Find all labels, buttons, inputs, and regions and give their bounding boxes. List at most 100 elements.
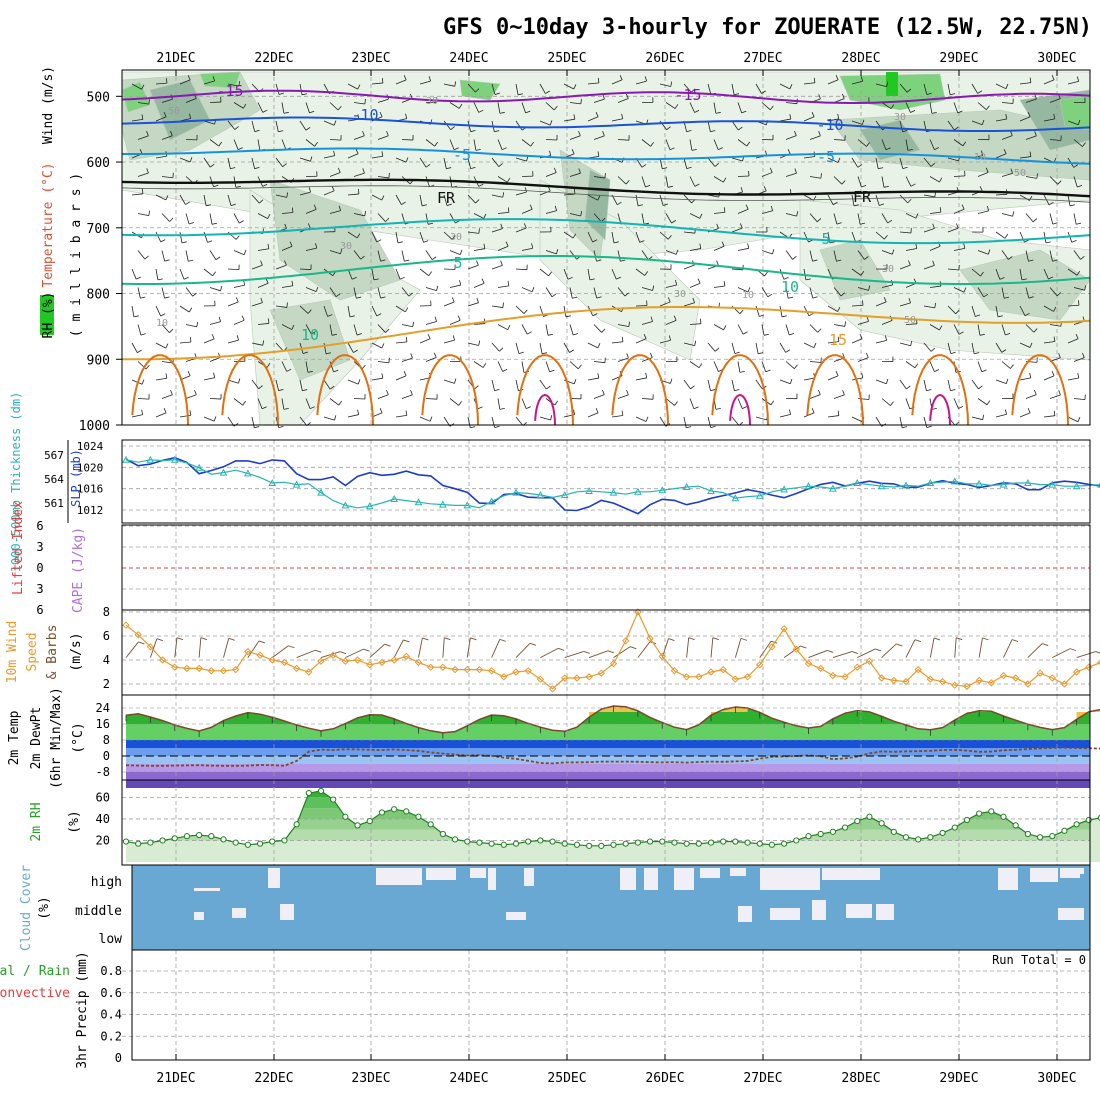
wind-speed-point [353, 656, 362, 664]
wind-barb [641, 398, 653, 400]
wind-barb [977, 287, 985, 298]
ylabel-rh: RH (%) [41, 292, 56, 339]
wind-barb [667, 297, 671, 303]
wind-barb-10m [540, 647, 559, 658]
wind-barb [978, 385, 983, 390]
thickness-point [829, 484, 837, 492]
wind-barb [759, 314, 765, 317]
date-label-bottom: 24DEC [449, 1071, 488, 1086]
temp-contour-label: -10 [351, 106, 378, 124]
temp-tick-label: 0 [103, 749, 110, 763]
rh-point [586, 842, 593, 849]
wind-barb [1001, 213, 1013, 217]
wind-barb [179, 341, 191, 344]
wind-barb [161, 213, 170, 222]
wind-barb [995, 268, 1001, 280]
wind-barb [563, 268, 569, 280]
wind-speed-point [1036, 669, 1044, 677]
wind-barb [259, 199, 264, 204]
wind-barb [261, 406, 267, 410]
wind-barb [875, 231, 885, 240]
wind-barb [841, 180, 846, 185]
cloud-cell [846, 904, 872, 918]
wind-barb [803, 116, 815, 122]
wind-barb [885, 147, 891, 151]
wind-speed-point [292, 664, 301, 673]
wind-barb [305, 247, 317, 251]
wind-barb [254, 129, 260, 133]
thickness-point [1048, 480, 1057, 488]
wind-barb [525, 110, 531, 114]
wind-barb [659, 231, 669, 240]
wind-barb-10m [956, 637, 963, 641]
wind-barb [401, 324, 413, 328]
wind-barb [779, 342, 786, 353]
wind-barb [947, 268, 959, 271]
wind-barb [770, 205, 774, 211]
wind-barb [953, 248, 965, 251]
wind-barb [593, 324, 602, 333]
wind-barb [347, 83, 358, 90]
wind-speed-point [658, 652, 666, 661]
thickness-point [341, 501, 350, 509]
wind-speed-point [548, 685, 557, 693]
ylabel-millibars: ( m i l l i b a r s ) [69, 173, 84, 337]
thickness-point [195, 463, 203, 471]
wind-barb [982, 414, 985, 420]
wind-barb [616, 276, 621, 280]
wind-barb-10m [982, 637, 989, 641]
wind-barb [371, 377, 383, 381]
wind-barb [467, 264, 479, 270]
wind-barb [785, 349, 791, 353]
wind-barb [875, 157, 879, 169]
thickness-point [365, 502, 374, 510]
wind-barb [329, 398, 340, 406]
wind-barb [141, 84, 145, 90]
wind-barb [792, 255, 797, 260]
wind-barb [515, 157, 527, 162]
wind-barb [467, 194, 476, 204]
wind-barb [203, 231, 208, 243]
wind-barb [1043, 305, 1054, 312]
ylabel-10m-wind: 10m Wind [5, 621, 20, 684]
wind-barb [905, 323, 918, 325]
wind-barb [926, 389, 932, 392]
wind-barb [761, 287, 769, 298]
wind-barb [227, 379, 239, 384]
wind-barb [673, 315, 677, 321]
wind-barb [203, 268, 213, 277]
lifted-index-tick-label: 6 [36, 519, 43, 533]
wind-barb [137, 287, 141, 299]
ylabel-wind-unit: (m/s) [69, 632, 84, 671]
wind-barb [371, 268, 375, 280]
wind-barb [542, 352, 548, 355]
wind-barb [710, 130, 716, 133]
wind-barb [467, 231, 479, 234]
wind-barb [857, 176, 862, 188]
wind-barb [1010, 168, 1013, 174]
wind-barb [499, 407, 505, 410]
wind-barb [979, 333, 985, 336]
wind-barb [449, 398, 459, 406]
wind-barb [644, 76, 648, 82]
wind-barb-10m [393, 639, 404, 658]
wind-barb [1082, 352, 1085, 358]
wind-barb [803, 342, 815, 349]
wind-barb [1077, 373, 1080, 379]
wind-barb [1029, 77, 1032, 83]
wind-barb [281, 102, 285, 114]
wind-barb [395, 414, 407, 418]
wind-barb [907, 198, 912, 204]
wind-barb [866, 316, 869, 322]
wind-barb [659, 83, 671, 87]
wind-barb-10m [740, 637, 748, 641]
wind-barb [291, 324, 295, 330]
wind-barb [553, 167, 557, 173]
upper-air-panel-frame [121, 69, 1091, 426]
wind-barb [209, 357, 221, 362]
wind-barb [761, 102, 771, 111]
wind-barb [131, 268, 137, 280]
wind-barb [713, 245, 725, 251]
wind-barb [431, 256, 437, 260]
wind-barb [827, 415, 839, 418]
